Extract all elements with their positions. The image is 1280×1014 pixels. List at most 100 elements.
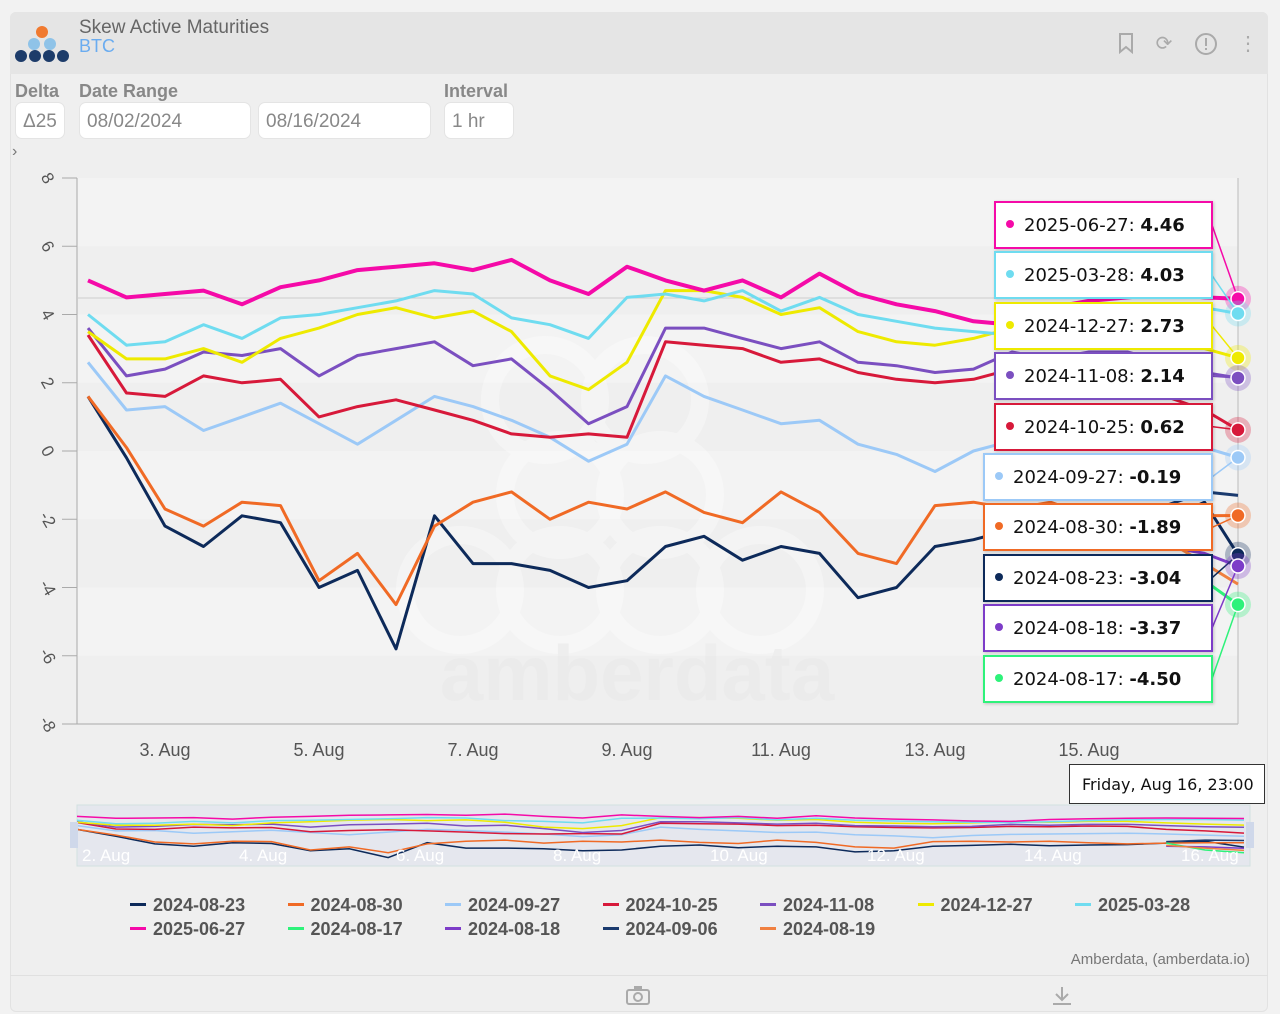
navigator-left-handle[interactable] <box>70 822 78 848</box>
legend-label: 2024-12-27 <box>940 895 1033 915</box>
interval-label: Interval <box>444 81 509 101</box>
series-dot <box>995 522 1003 531</box>
navigator-line-2024-08-19 <box>1166 844 1245 852</box>
series-dot <box>1006 220 1014 228</box>
camera-icon[interactable] <box>625 985 651 1005</box>
y-tick-label: 2 <box>37 374 58 392</box>
tooltip-series: 2025-03-28 <box>1024 265 1129 287</box>
legend-swatch <box>760 926 776 930</box>
x-tick-label: 3. Aug <box>139 740 190 760</box>
navigator[interactable] <box>76 804 1251 867</box>
x-tick-label: 13. Aug <box>904 740 965 760</box>
legend-label: 2024-08-18 <box>468 919 561 939</box>
watermark: amberdata <box>396 336 835 717</box>
legend-item[interactable]: 2024-08-17 <box>287 919 403 940</box>
interval-select[interactable]: 1 hr <box>444 102 514 139</box>
legend-swatch <box>602 926 619 930</box>
legend-item[interactable]: 2024-12-27 <box>917 895 1033 916</box>
navigator-tick-label: 2. Aug <box>82 846 130 865</box>
tooltip-connector <box>1211 604 1239 679</box>
credit[interactable]: Amberdata, (amberdata.io) <box>1070 951 1250 968</box>
legend-swatch <box>130 926 146 930</box>
navigator-line-2024-11-08 <box>76 821 1245 834</box>
date-range-label: Date Range <box>79 81 179 101</box>
legend-label: 2024-10-25 <box>625 895 718 915</box>
series-line-2024-08-30[interactable] <box>86 395 1239 607</box>
y-tick-label: -8 <box>36 713 60 736</box>
legend-swatch <box>287 902 304 906</box>
refresh-icon[interactable]: ⟳ <box>1155 33 1173 55</box>
legend-item[interactable]: 2024-11-08 <box>760 895 874 916</box>
tooltip-value: 2.14 <box>1140 366 1185 388</box>
y-tick-label: 4 <box>37 306 58 324</box>
legend-item[interactable]: 2024-10-25 <box>602 895 718 916</box>
legend-swatch <box>760 902 776 906</box>
y-tick-label: 6 <box>37 238 58 256</box>
navigator-tick-label: 8. Aug <box>553 846 601 865</box>
start-date-input[interactable]: 08/02/2024 <box>79 102 251 139</box>
series-dot <box>995 472 1003 480</box>
tooltip-time: Friday, Aug 16, 23:00 <box>1069 764 1265 804</box>
hover-marker <box>1230 350 1246 366</box>
hover-marker <box>1230 449 1246 466</box>
legend-label: 2024-11-08 <box>783 895 875 915</box>
x-tick-label: 5. Aug <box>293 740 344 760</box>
y-tick-label: 8 <box>37 169 58 187</box>
x-tick-label: 11. Aug <box>751 740 811 760</box>
legend-item[interactable]: 2024-08-18 <box>445 919 560 940</box>
tooltip-value: 4.46 <box>1140 215 1185 236</box>
legend-item[interactable]: 2025-06-27 <box>130 919 245 940</box>
tooltip-series: 2025-06-27 <box>1024 215 1129 236</box>
tooltip-value: -4.50 <box>1129 668 1182 690</box>
legend-item[interactable]: 2024-08-23 <box>130 895 245 916</box>
download-icon[interactable] <box>1050 985 1074 1007</box>
tooltip-value: -1.89 <box>1129 517 1182 539</box>
tooltip-entry: 2024-08-23: -3.04 <box>983 553 1213 602</box>
legend-label: 2024-08-30 <box>310 895 403 915</box>
legend-swatch <box>1075 902 1091 906</box>
tooltip-entry: 2025-03-28: 4.03 <box>994 251 1213 300</box>
tooltip-value: -0.19 <box>1129 467 1182 488</box>
bookmark-icon[interactable] <box>1114 32 1138 56</box>
tooltip-entry: 2024-08-18: -3.37 <box>983 604 1213 653</box>
legend-label: 2024-08-17 <box>310 919 403 939</box>
navigator-tick-label: 10. Aug <box>710 846 768 865</box>
navigator-tick-label: 12. Aug <box>867 846 925 865</box>
tooltip-entry: 2024-10-25: 0.62 <box>994 402 1213 451</box>
tooltip-connector <box>1211 565 1239 629</box>
legend-item[interactable]: 2025-03-28 <box>1075 895 1190 916</box>
navigator-right-handle[interactable] <box>1246 822 1254 848</box>
tooltip-value: 0.62 <box>1140 416 1185 438</box>
navigator-line-2024-09-06 <box>1166 839 1245 843</box>
y-tick-label: -2 <box>36 508 60 531</box>
navigator-line-2024-08-23 <box>76 828 1245 859</box>
widget-title: Skew Active Maturities <box>79 17 270 38</box>
info-icon[interactable] <box>1194 32 1218 56</box>
x-tick-label: 7. Aug <box>447 740 498 760</box>
tooltip-entry: 2024-08-17: -4.50 <box>983 654 1213 703</box>
end-date-input[interactable]: 08/16/2024 <box>258 102 431 139</box>
legend-swatch <box>287 926 304 930</box>
legend-swatch <box>602 902 619 906</box>
legend-item[interactable]: 2024-09-27 <box>445 895 560 916</box>
series-dot <box>995 673 1003 682</box>
navigator-line-2025-03-28 <box>76 816 1245 825</box>
y-tick-label: -4 <box>36 576 60 599</box>
legend-item[interactable]: 2024-08-19 <box>760 919 875 940</box>
tooltip-series: 2024-08-18 <box>1013 618 1118 640</box>
navigator-tick-label: 16. Aug <box>1181 846 1239 865</box>
y-tick-label: -6 <box>36 645 60 668</box>
legend-item[interactable]: 2024-08-30 <box>287 895 403 916</box>
legend-item[interactable]: 2024-09-06 <box>602 919 718 940</box>
series-dot <box>1006 270 1014 279</box>
navigator-tick-label: 4. Aug <box>239 846 287 865</box>
legend-label: 2024-08-23 <box>153 895 246 915</box>
more-vertical-icon[interactable]: ⋮ <box>1238 33 1258 55</box>
hover-marker <box>1230 596 1246 613</box>
legend-label: 2024-08-19 <box>783 919 876 939</box>
tooltip-entry: 2024-11-08: 2.14 <box>994 352 1213 401</box>
hover-marker <box>1230 507 1246 524</box>
expand-toggle[interactable]: › <box>12 143 18 160</box>
navigator-line-2024-08-17 <box>1166 842 1245 854</box>
delta-select[interactable]: Δ25 <box>15 102 65 139</box>
